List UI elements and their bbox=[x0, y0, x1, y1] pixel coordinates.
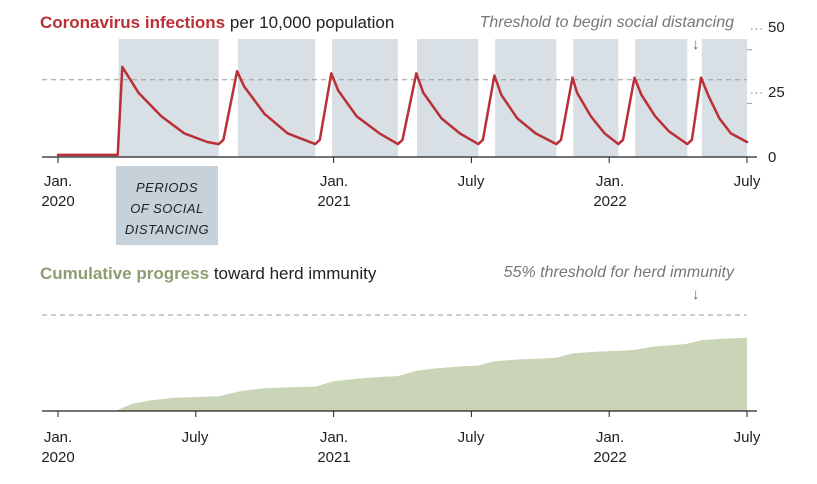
x-tick-line: July bbox=[457, 173, 485, 190]
x-tick-line: 2020 bbox=[41, 193, 75, 210]
x-tick-line: Jan. bbox=[43, 429, 73, 446]
threshold-arrow-icon: ↓ bbox=[692, 286, 700, 303]
x-tick-label: July bbox=[441, 172, 501, 192]
herd-title-bold: Cumulative progress bbox=[40, 264, 210, 283]
x-tick-line: July bbox=[733, 429, 761, 446]
herd-title-rest: toward herd immunity bbox=[209, 264, 377, 283]
herd-immunity-chart-title: Cumulative progress toward herd immunity bbox=[40, 264, 376, 284]
x-tick-line: July bbox=[733, 173, 761, 190]
y-tick-label: 0 bbox=[768, 149, 777, 166]
x-tick-line: Jan. bbox=[319, 429, 349, 446]
x-tick-line: 2021 bbox=[317, 193, 351, 210]
social-distancing-callout-label: PERIODS OF SOCIAL DISTANCING bbox=[124, 180, 210, 237]
herd-immunity-threshold-label: 55% threshold for herd immunity bbox=[503, 264, 734, 281]
x-tick-line: 2022 bbox=[593, 449, 627, 466]
infections-line bbox=[56, 65, 749, 157]
y-tick-leader-icon: ··· bbox=[750, 87, 764, 99]
y-tick-label: 50 bbox=[768, 19, 785, 36]
social-distancing-period bbox=[237, 39, 316, 157]
social-distancing-period bbox=[117, 39, 219, 157]
x-tick-label: Jan. 2021 bbox=[304, 428, 364, 468]
x-tick-label: July bbox=[717, 428, 777, 448]
infections-chart-title: Coronavirus infections per 10,000 popula… bbox=[40, 13, 394, 33]
x-tick-line: 2022 bbox=[593, 193, 627, 210]
x-tick-label: Jan. 2020 bbox=[28, 172, 88, 212]
x-tick-line: July bbox=[457, 429, 485, 446]
x-tick-line: Jan. bbox=[43, 173, 73, 190]
x-tick-label: Jan. 2021 bbox=[304, 172, 364, 212]
social-distancing-callout-box bbox=[116, 166, 218, 245]
x-tick-line: July bbox=[181, 429, 209, 446]
x-tick-label: July bbox=[717, 172, 777, 192]
x-tick-label: July bbox=[165, 428, 225, 448]
herd-immunity-area bbox=[115, 337, 747, 411]
y-tick-label: 25 bbox=[768, 84, 785, 101]
social-distancing-threshold-label: Threshold to begin social distancing bbox=[479, 14, 734, 31]
x-tick-line: Jan. bbox=[319, 173, 349, 190]
x-tick-label: Jan. 2022 bbox=[580, 172, 640, 212]
x-tick-line: 2020 bbox=[41, 449, 75, 466]
infections-title-bold: Coronavirus infections bbox=[40, 13, 226, 32]
x-tick-line: Jan. bbox=[595, 173, 625, 190]
x-tick-label: Jan. 2020 bbox=[28, 428, 88, 468]
x-tick-label: July bbox=[441, 428, 501, 448]
x-tick-line: 2021 bbox=[317, 449, 351, 466]
y-tick-leader-icon: ··· bbox=[750, 23, 764, 35]
x-tick-label: Jan. 2022 bbox=[580, 428, 640, 468]
infections-title-rest: per 10,000 population bbox=[225, 13, 395, 32]
x-tick-line: Jan. bbox=[595, 429, 625, 446]
threshold-arrow-icon: ↓ bbox=[692, 36, 700, 53]
